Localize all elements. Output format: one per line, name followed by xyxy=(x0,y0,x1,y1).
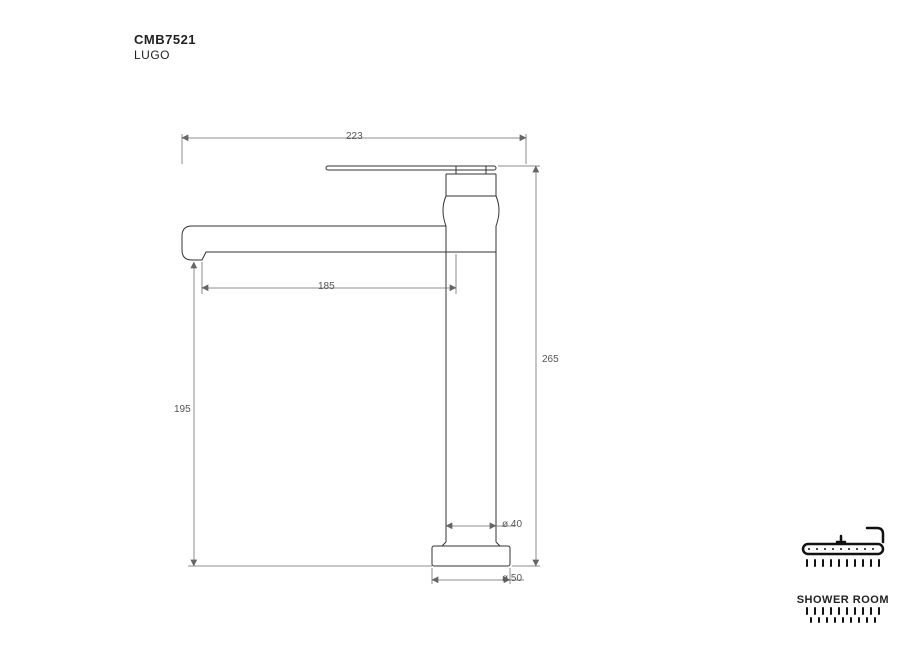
dim-body-diameter: ø 40 xyxy=(502,519,522,530)
brand-logo-text: SHOWER ROOM xyxy=(797,594,889,606)
shower-icon xyxy=(797,522,889,592)
shower-icon-drops-lower xyxy=(797,606,889,624)
product-header: CMB7521 LUGO xyxy=(134,32,196,62)
dim-spout-height: 195 xyxy=(174,404,191,415)
dim-total-height: 265 xyxy=(542,354,559,365)
dim-total-width: 223 xyxy=(346,131,363,142)
product-name: LUGO xyxy=(134,48,196,62)
product-code: CMB7521 xyxy=(134,32,196,48)
brand-logo: SHOWER ROOM xyxy=(797,522,889,624)
dim-spout-reach: 185 xyxy=(318,281,335,292)
dim-base-diameter: ø 50 xyxy=(502,573,522,584)
